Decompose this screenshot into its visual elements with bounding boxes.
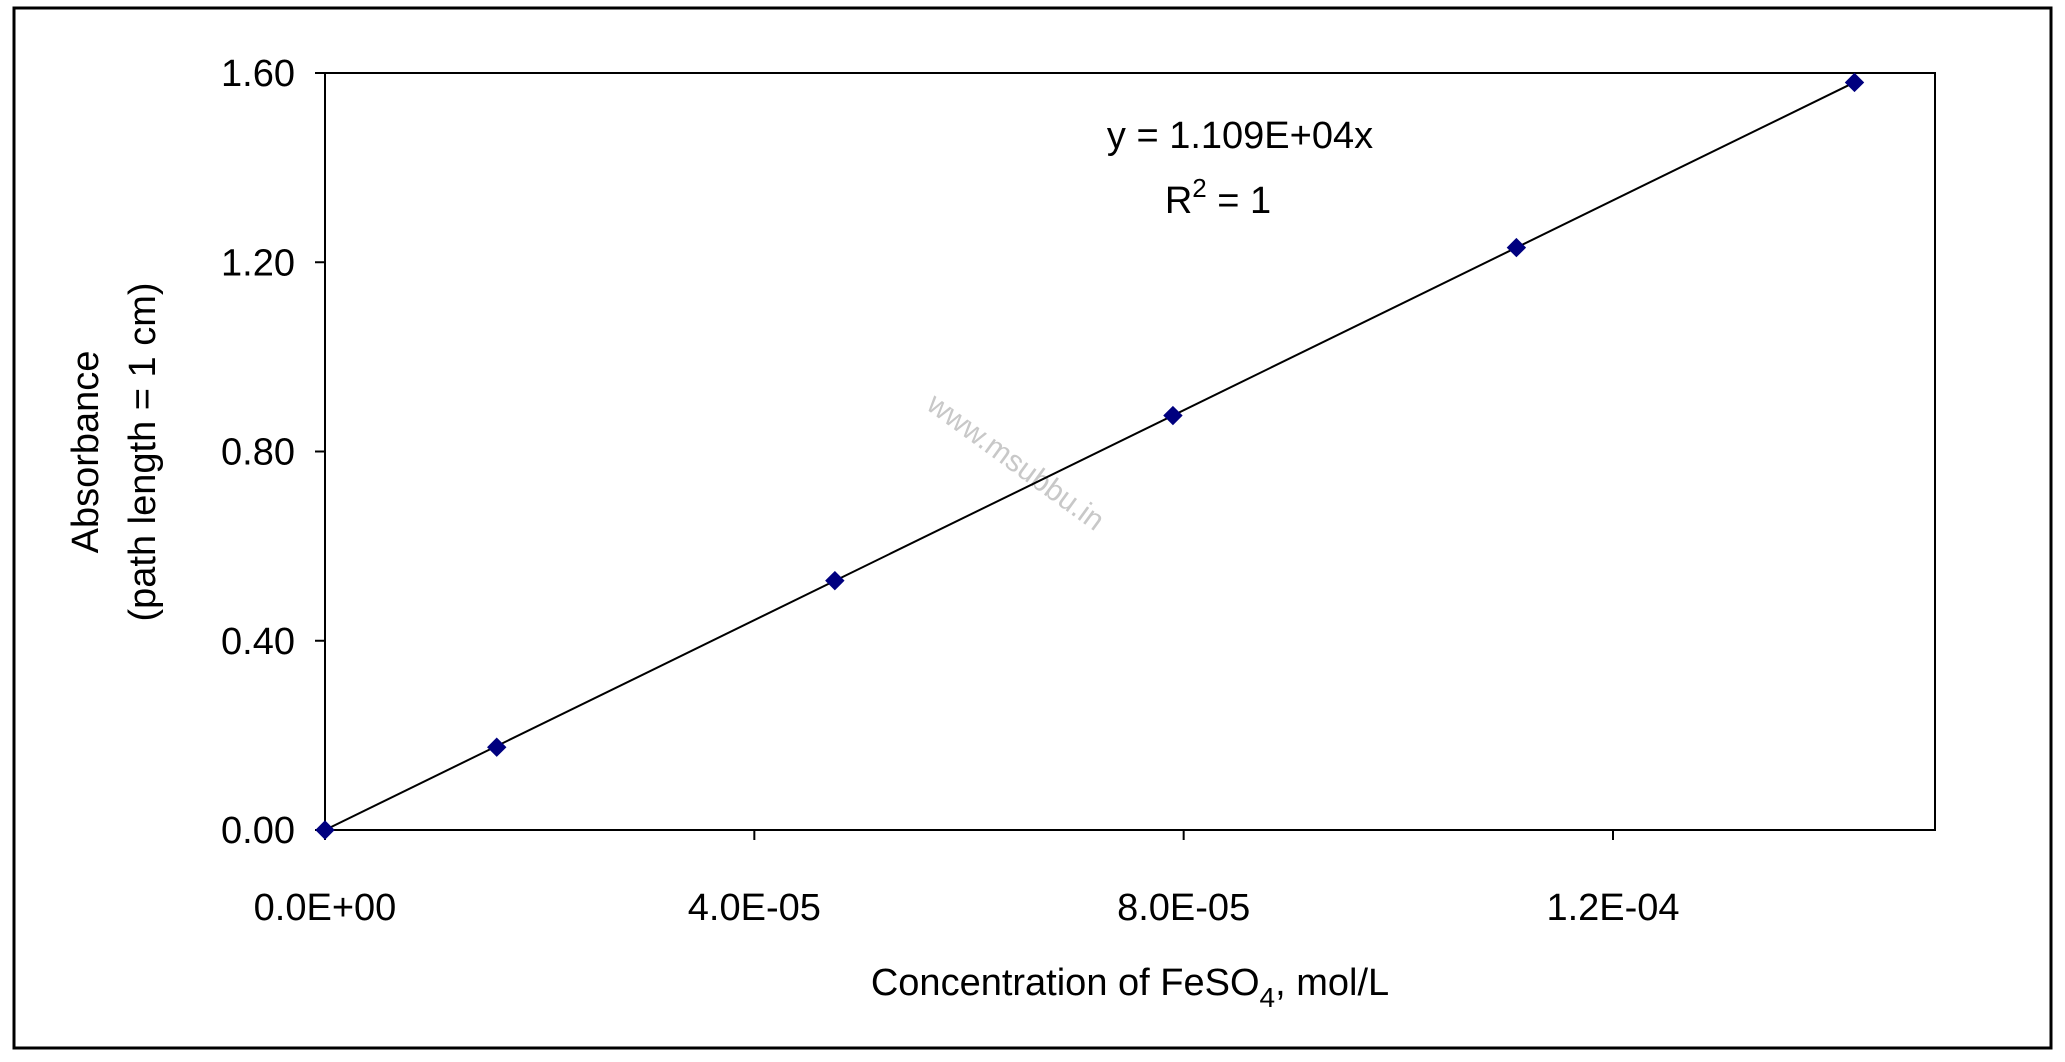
data-point [487,737,507,757]
y-tick-label: 1.60 [221,53,295,95]
x-axis-title-main: Concentration of FeSO [871,962,1260,1004]
y-axis: 0.00 0.40 0.80 1.20 1.60 [221,53,325,852]
trendline [324,81,1855,831]
x-axis-title-subscript: 4 [1260,982,1276,1013]
x-tick-label: 8.0E-05 [1117,887,1250,929]
plot-area [324,72,1936,831]
r-squared-prefix: R [1165,180,1192,222]
y-tick-label: 1.20 [221,242,295,284]
x-axis-title: Concentration of FeSO4, mol/L [871,962,1389,1013]
data-points [315,72,1865,840]
r-squared-label: R2 = 1 [1165,173,1271,222]
x-axis: 0.0E+00 4.0E-05 8.0E-05 1.2E-04 [254,830,1680,929]
data-point [825,570,845,591]
y-tick-label: 0.00 [221,810,295,852]
x-tick-label: 4.0E-05 [688,887,821,929]
r-squared-suffix: = 1 [1207,180,1271,222]
y-tick-label: 0.80 [221,432,295,474]
data-point [1163,405,1183,426]
data-point [1844,72,1865,93]
trendline-equation: y = 1.109E+04x [1107,115,1373,157]
x-tick-label: 1.2E-04 [1546,887,1679,929]
x-tick-label: 0.0E+00 [254,887,397,929]
r-squared-superscript: 2 [1192,173,1206,203]
y-axis-title-line2: (path length = 1 cm) [122,282,164,621]
x-axis-title-suffix: , mol/L [1275,962,1389,1004]
y-tick-label: 0.40 [221,621,295,663]
data-point [315,820,335,840]
data-point [1506,237,1527,258]
y-axis-title-line1: Absorbance [65,351,107,554]
